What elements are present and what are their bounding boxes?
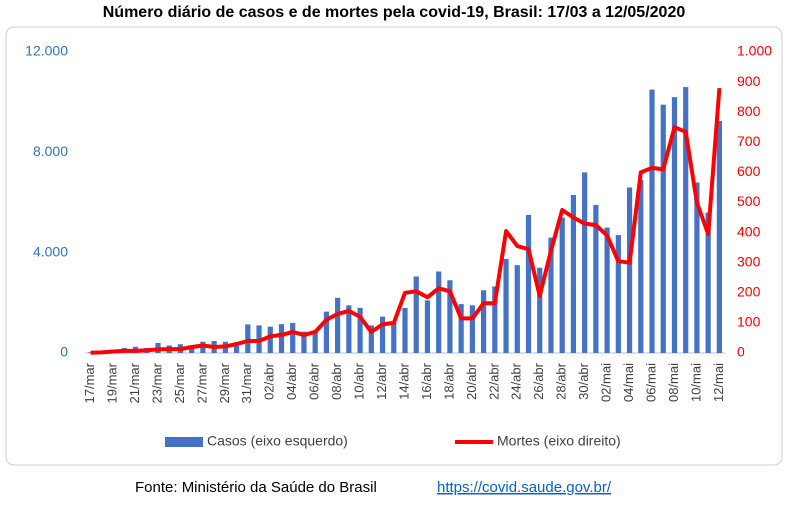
x-tick-label: 26/abr [531,362,546,400]
y2-tick-label: 400 [737,223,761,239]
bar [391,321,397,353]
bar [537,267,543,353]
x-tick-label: 08/mai [666,363,681,402]
bar [492,286,498,353]
y-tick-label: 8.000 [33,143,68,159]
bar [245,324,251,353]
x-tick-label: 10/mai [688,363,703,402]
bar [480,290,487,353]
y2-tick-label: 0 [737,344,745,360]
x-tick-label: 22/abr [486,362,501,400]
source-link[interactable]: https://covid.saude.gov.br/ [437,479,612,496]
bar [570,194,577,353]
bar [413,276,419,353]
x-tick-label: 17/mar [82,362,97,403]
bar [189,346,195,353]
bar [514,265,520,353]
x-tick-label: 02/abr [262,362,277,400]
bar [660,104,666,353]
x-tick-label: 20/abr [464,362,479,400]
bar [716,120,722,354]
bar [705,212,711,353]
x-tick-label: 06/mai [643,363,658,402]
bar [323,311,330,353]
x-tick-label: 12/mai [711,363,726,402]
bar [582,172,588,353]
bar [233,344,240,353]
y2-tick-label: 600 [737,163,761,179]
bar [458,304,464,353]
bar [368,325,374,353]
bar [649,89,655,353]
bar [301,331,307,353]
bar [626,187,633,353]
legend-swatch [165,437,203,447]
bar [671,97,678,354]
legend-label: Casos (eixo esquerdo) [207,433,348,449]
y2-tick-label: 500 [737,193,761,209]
bar [335,297,341,353]
bar [593,205,599,353]
bar [402,307,408,353]
bar [447,280,453,353]
bar [683,87,689,353]
bar [638,179,644,353]
bar [694,182,700,353]
x-tick-label: 10/abr [352,362,367,400]
x-tick-label: 19/mar [105,362,120,403]
x-tick-label: 27/mar [194,362,209,403]
chart-frame [5,26,783,466]
x-tick-label: 23/mar [149,362,164,403]
y-tick-label: 12.000 [25,43,68,59]
bar [503,258,509,353]
x-tick-label: 31/mar [239,362,254,403]
bar [559,217,565,353]
x-tick-label: 21/mar [127,362,142,403]
x-tick-label: 18/abr [441,362,456,400]
x-tick-label: 12/abr [374,362,389,400]
bar [469,305,475,353]
bar [278,324,285,353]
y2-tick-label: 200 [737,284,761,300]
x-tick-label: 04/mai [621,363,636,402]
y2-tick-label: 700 [737,133,761,149]
bar [312,330,318,353]
bar [548,237,554,353]
y-tick-label: 0 [60,344,68,360]
x-tick-label: 14/abr [396,362,411,400]
legend-label: Mortes (eixo direito) [497,433,621,449]
line [90,87,722,355]
y2-tick-label: 100 [737,314,761,330]
x-tick-label: 25/mar [172,362,187,403]
x-tick-label: 28/abr [554,362,569,400]
x-tick-label: 04/abr [284,362,299,400]
chart-title: Número diário de casos e de mortes pela … [103,4,686,21]
x-tick-label: 02/mai [599,363,614,402]
y2-tick-label: 1.000 [737,43,772,59]
bar [267,326,273,353]
bar [615,235,621,353]
bar [436,271,442,353]
bar [525,215,532,353]
x-tick-label: 24/abr [509,362,524,400]
y-tick-label: 4.000 [33,243,68,259]
bar [357,307,363,353]
bar [604,227,610,353]
x-tick-label: 30/abr [576,362,591,400]
y2-tick-label: 800 [737,103,761,119]
source-text: Fonte: Ministério da Saúde do Brasil [135,479,377,496]
bar [346,305,352,353]
x-tick-label: 16/abr [419,362,434,400]
bar [379,316,386,353]
y2-tick-label: 900 [737,73,761,89]
bar [290,322,296,353]
x-tick-label: 06/abr [307,362,322,400]
x-tick-label: 08/abr [329,362,344,400]
bar [424,300,431,353]
x-tick-label: 29/mar [217,362,232,403]
y2-tick-label: 300 [737,253,761,269]
